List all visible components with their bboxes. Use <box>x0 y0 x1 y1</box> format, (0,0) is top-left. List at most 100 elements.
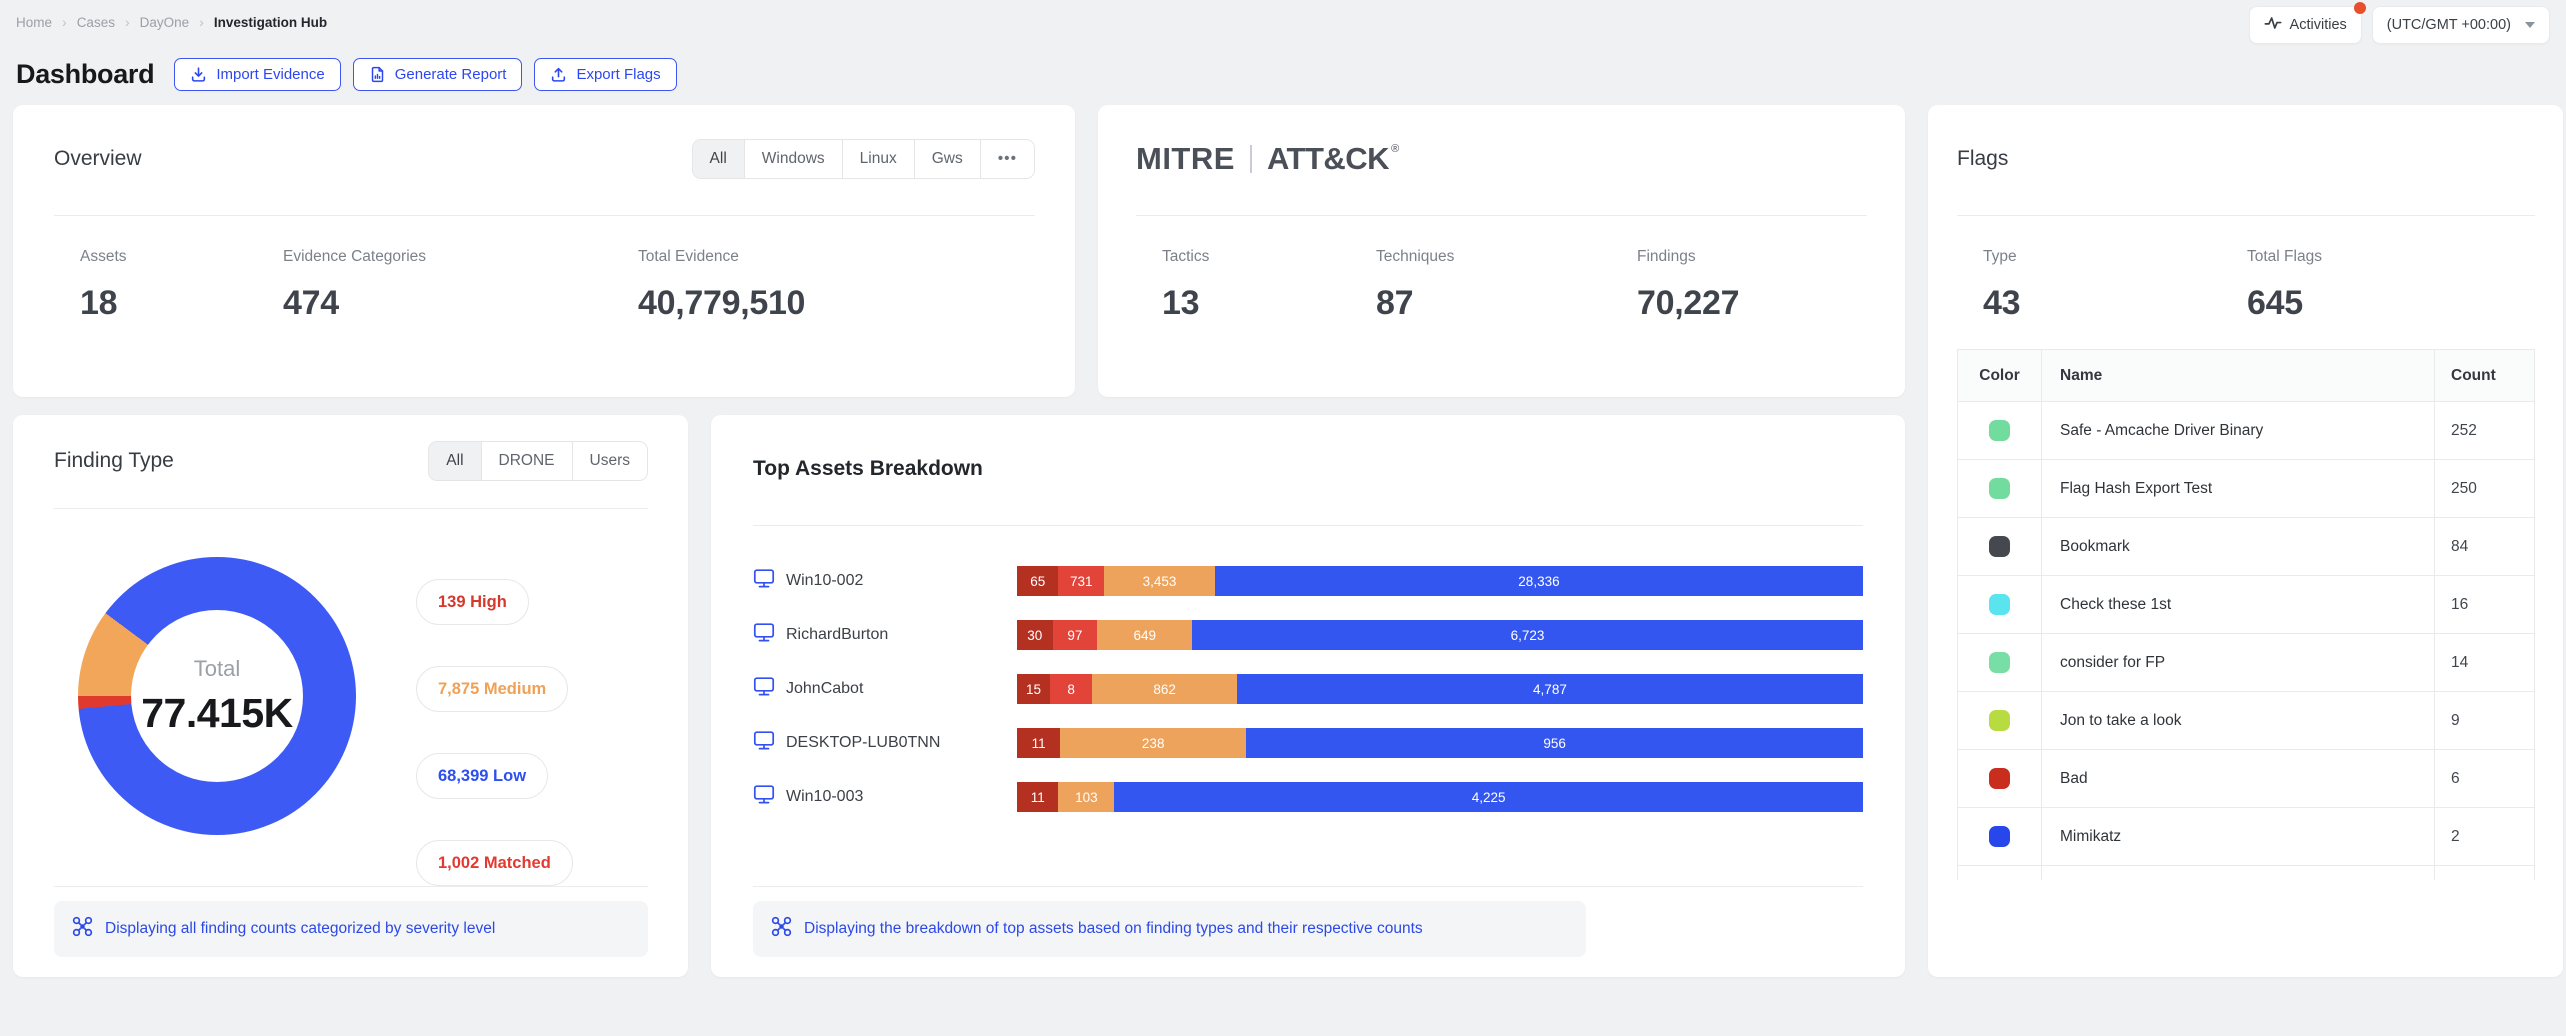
flag-count-cell: 250 <box>2434 460 2534 517</box>
bar-segment: 11 <box>1017 782 1059 812</box>
stat-label: Techniques <box>1376 248 1455 265</box>
chevron-down-icon <box>2525 22 2535 28</box>
stat-value: 70,227 <box>1637 284 1740 322</box>
main-column: Overview All Windows Linux Gws ••• Assets 18 E… <box>13 105 1905 977</box>
finding-type-body: Total 77.415K 139 High 7,875 Medium 68,399… <box>54 509 648 886</box>
donut-center: Total 77.415K <box>131 610 303 782</box>
drone-icon <box>771 916 792 942</box>
donut-total-value: 77.415K <box>141 689 293 736</box>
stat-label: Assets <box>80 248 127 265</box>
flag-name-cell: consider for FP <box>2041 634 2434 691</box>
flag-color-chip <box>1989 420 2010 441</box>
asset-label: JohnCabot <box>753 676 1017 702</box>
legend-pill-low[interactable]: 68,399 Low <box>416 753 549 799</box>
breadcrumb-item[interactable]: DayOne <box>139 14 190 30</box>
tab-linux[interactable]: Linux <box>841 140 914 178</box>
import-evidence-label: Import Evidence <box>216 66 325 83</box>
asset-name: JohnCabot <box>786 680 864 697</box>
activity-pulse-icon <box>2264 14 2282 36</box>
timezone-select[interactable]: (UTC/GMT +00:00) <box>2371 6 2550 44</box>
divider <box>1957 215 2535 216</box>
flag-color-cell <box>1958 460 2041 517</box>
flag-name-cell: Flag Hash Export Test <box>2041 460 2434 517</box>
flag-color-cell <box>1958 634 2041 691</box>
flag-table-row[interactable]: Safe - Amcache Driver Binary 252 <box>1958 402 2534 460</box>
bar-segment: 6,723 <box>1192 620 1863 650</box>
top-assets-chart: Win10-002 65 731 3,453 28,336 RichardBurton 30… <box>753 566 1863 886</box>
overview-title: Overview <box>54 147 142 170</box>
monitor-icon <box>753 568 775 594</box>
bar-segment: 103 <box>1058 782 1115 812</box>
tab-all[interactable]: All <box>692 140 744 178</box>
flag-table-row[interactable]: Bad 6 <box>1958 750 2534 808</box>
top-assets-footer: Displaying the breakdown of top assets b… <box>753 886 1863 957</box>
top-assets-footnote-text: Displaying the breakdown of top assets b… <box>804 920 1423 937</box>
stacked-bar[interactable]: 65 731 3,453 28,336 <box>1017 566 1863 596</box>
stat-value: 87 <box>1376 284 1414 322</box>
breadcrumb-separator-icon: › <box>124 14 130 30</box>
tab-gws[interactable]: Gws <box>913 140 980 178</box>
title-bar: Dashboard Import Evidence Generate Report… <box>0 44 2566 91</box>
activities-button[interactable]: Activities <box>2248 2 2366 44</box>
flag-color-cell <box>1958 808 2041 865</box>
flag-table-row[interactable]: Jon to take a look 9 <box>1958 692 2534 750</box>
bar-segment: 4,787 <box>1236 674 1863 704</box>
flag-table-row-partial <box>1958 866 2534 880</box>
stat-type: Type 43 <box>1983 248 2247 323</box>
tab-drone[interactable]: DRONE <box>480 441 572 480</box>
legend-pill-matched[interactable]: 1,002 Matched <box>416 840 573 886</box>
flag-table-row[interactable]: Check these 1st 16 <box>1958 576 2534 634</box>
overview-card: Overview All Windows Linux Gws ••• Assets 18 E… <box>13 105 1075 397</box>
flag-table-row[interactable]: Flag Hash Export Test 250 <box>1958 460 2534 518</box>
bar-segment: 8 <box>1049 674 1093 704</box>
flag-table-row[interactable]: Bookmark 84 <box>1958 518 2534 576</box>
bar-segment: 15 <box>1017 674 1050 704</box>
legend-pill-high[interactable]: 139 High <box>416 579 529 625</box>
flag-name-cell: Check these 1st <box>2041 576 2434 633</box>
legend-pill-medium[interactable]: 7,875 Medium <box>416 666 569 712</box>
flag-color-cell <box>1958 518 2041 575</box>
flags-title: Flags <box>1957 147 2009 170</box>
flag-color-cell <box>1958 866 2041 880</box>
tab-[interactable]: ••• <box>979 140 1034 178</box>
stat-value: 645 <box>2247 284 2303 322</box>
flag-count-cell: 2 <box>2434 808 2534 865</box>
import-evidence-button[interactable]: Import Evidence <box>174 58 341 91</box>
stacked-bar[interactable]: 30 97 649 6,723 <box>1017 620 1863 650</box>
bar-segment: 649 <box>1097 620 1193 650</box>
severity-legend: 139 High 7,875 Medium 68,399 Low 1,002 Matc… <box>416 579 573 886</box>
tab-windows[interactable]: Windows <box>743 140 842 178</box>
topbar-controls: Activities (UTC/GMT +00:00) <box>2248 2 2550 44</box>
stacked-bar[interactable]: 15 8 862 4,787 <box>1017 674 1863 704</box>
flag-color-chip <box>1989 652 2010 673</box>
breadcrumb-item[interactable]: Home <box>16 14 53 30</box>
stat-total-flags: Total Flags 645 <box>2247 248 2322 323</box>
import-icon <box>190 66 207 83</box>
stacked-bar[interactable]: 11 103 4,225 <box>1017 782 1863 812</box>
finding-type-card: Finding Type All DRONE Users Total 77.415K… <box>13 415 688 977</box>
generate-report-button[interactable]: Generate Report <box>352 58 523 91</box>
breadcrumb-item[interactable]: Cases <box>76 14 115 30</box>
flag-table-row[interactable]: Mimikatz 2 <box>1958 808 2534 866</box>
flags-table: Color Name Count Safe - Amcache Driver Bina… <box>1957 349 2535 880</box>
flag-table-row[interactable]: consider for FP 14 <box>1958 634 2534 692</box>
stat-value: 474 <box>283 284 339 322</box>
divider <box>54 215 1035 216</box>
asset-name: Win10-002 <box>786 572 864 589</box>
donut-total-label: Total <box>193 655 241 681</box>
dashboard-content: Overview All Windows Linux Gws ••• Assets 18 E… <box>0 105 2566 977</box>
bar-segment: 956 <box>1246 728 1863 758</box>
stat-label: Total Evidence <box>638 248 739 265</box>
tab-all[interactable]: All <box>429 441 481 480</box>
attack-wordmark: ATT&CK ® <box>1266 141 1399 176</box>
export-flags-button[interactable]: Export Flags <box>534 58 677 91</box>
tab-users[interactable]: Users <box>571 441 647 480</box>
overview-tabs: All Windows Linux Gws ••• <box>691 139 1035 179</box>
bar-segment: 862 <box>1092 674 1237 704</box>
flag-count-cell <box>2434 866 2534 880</box>
bar-segment: 65 <box>1017 566 1059 596</box>
top-bar: Home › Cases › DayOne › Investigation Hub Acti… <box>0 0 2566 44</box>
stacked-bar[interactable]: 11 238 956 <box>1017 728 1863 758</box>
severity-donut-chart[interactable]: Total 77.415K <box>78 557 356 835</box>
asset-row: Win10-002 65 731 3,453 28,336 <box>753 566 1863 596</box>
